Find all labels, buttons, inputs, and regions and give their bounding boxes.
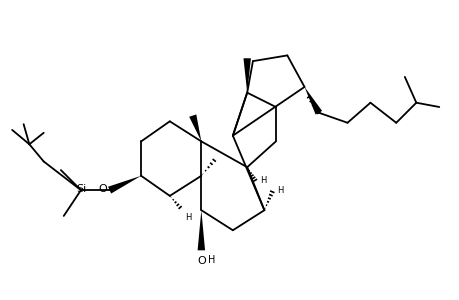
Text: O: O [98, 184, 107, 194]
Text: H: H [185, 213, 191, 222]
Text: H: H [259, 176, 266, 184]
Text: H: H [207, 256, 214, 266]
Polygon shape [197, 210, 205, 250]
Polygon shape [243, 58, 250, 93]
Polygon shape [304, 87, 321, 115]
Text: H: H [277, 186, 283, 195]
Polygon shape [108, 176, 141, 194]
Polygon shape [189, 114, 201, 141]
Text: O: O [196, 256, 205, 266]
Text: Si: Si [76, 184, 86, 194]
